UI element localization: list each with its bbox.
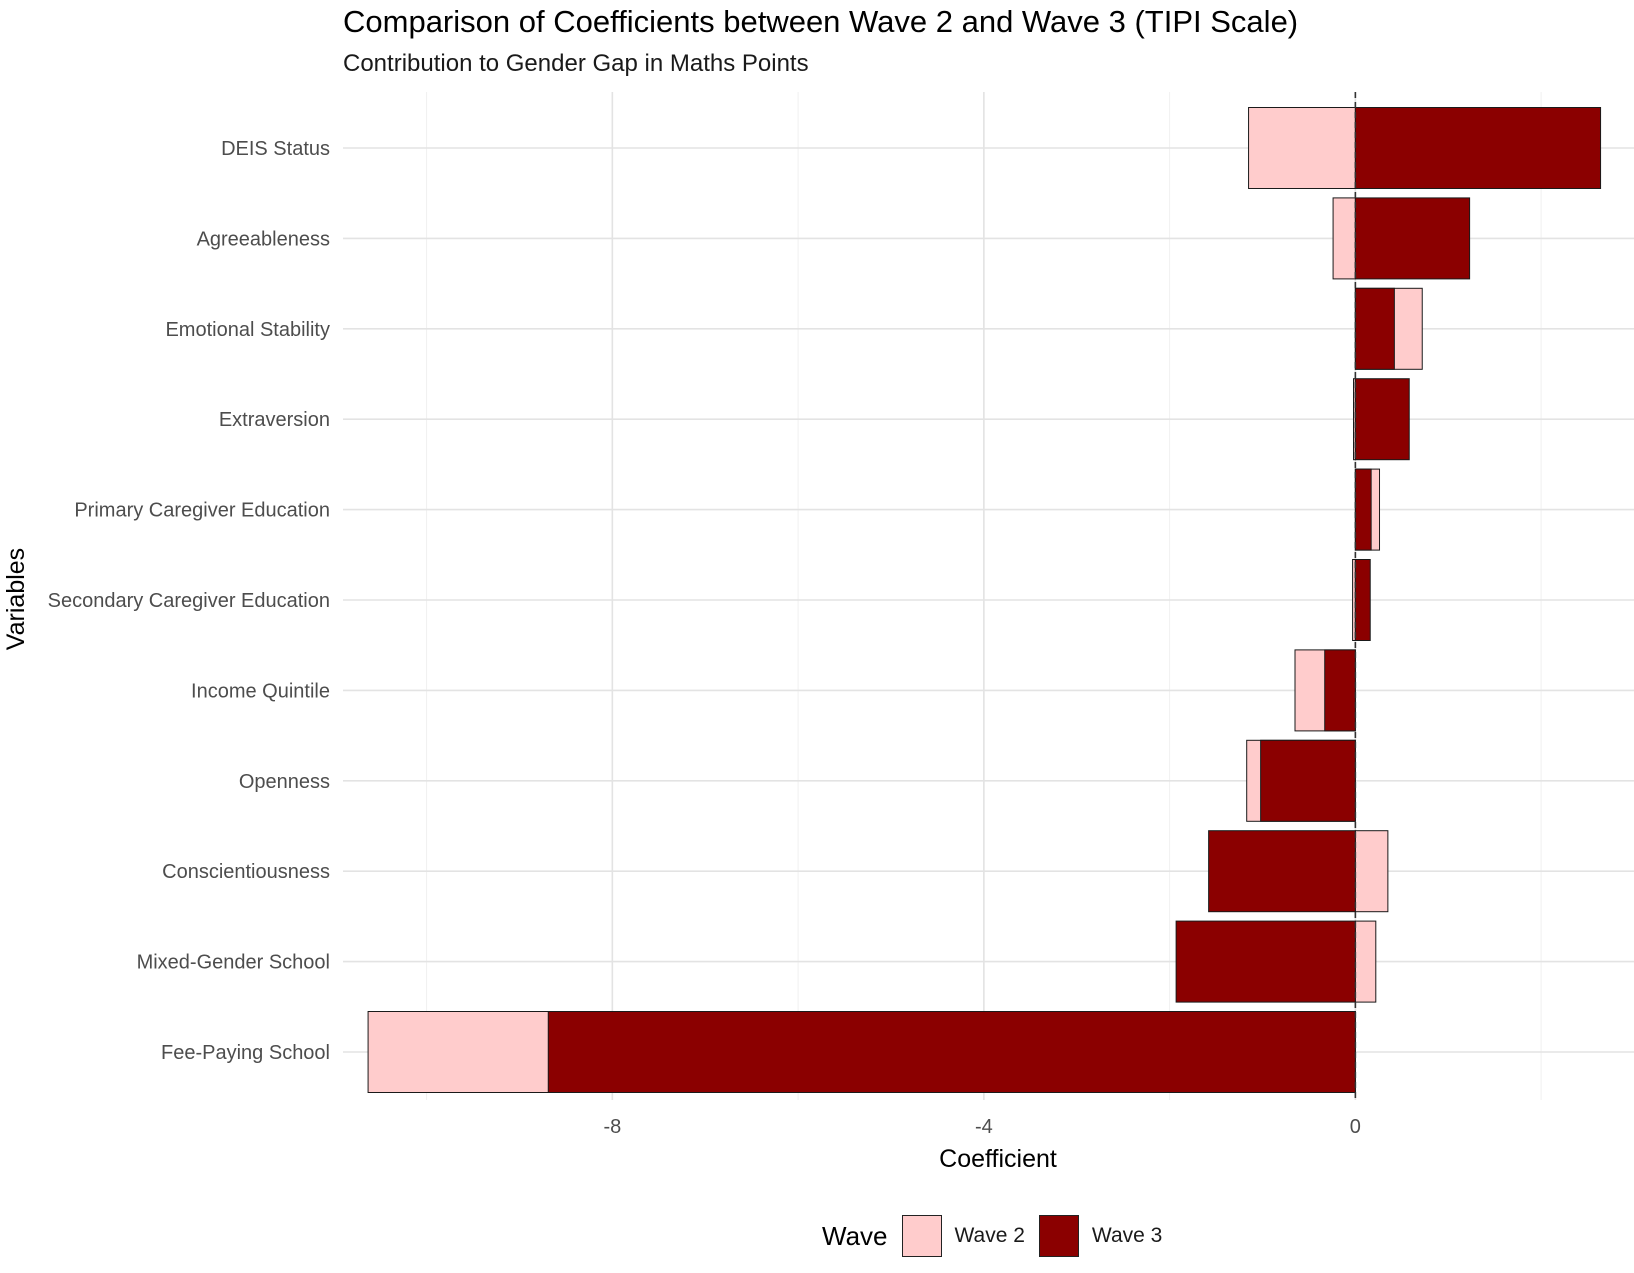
- bar-wave-3: [1354, 378, 1410, 461]
- y-tick-label: Fee-Paying School: [161, 1042, 330, 1064]
- legend-swatch-wave-3: [1038, 1215, 1079, 1257]
- legend-item-wave-2: Wave 2: [901, 1215, 1025, 1257]
- x-tick-label: -4: [975, 1116, 993, 1138]
- y-axis-title: Variables: [2, 548, 30, 650]
- bar-wave-3: [1354, 107, 1602, 189]
- x-tick-label: -8: [603, 1116, 621, 1138]
- chart-title: Comparison of Coefficients between Wave …: [343, 4, 1299, 39]
- y-tick-label: Income Quintile: [191, 680, 330, 702]
- bar-wave-3: [1354, 287, 1395, 370]
- bar-wave-2: [1332, 197, 1356, 280]
- y-tick-label: Openness: [239, 771, 330, 793]
- bar-wave-2: [1354, 920, 1377, 1003]
- chart-subtitle: Contribution to Gender Gap in Maths Poin…: [343, 50, 809, 77]
- bar-wave-3: [1354, 468, 1372, 551]
- bar-wave-3: [1354, 197, 1471, 280]
- y-tick-label: Extraversion: [219, 409, 330, 431]
- bar-wave-3: [1208, 830, 1356, 913]
- bar-wave-3: [1324, 649, 1356, 732]
- y-tick-label: Secondary Caregiver Education: [48, 590, 330, 612]
- bar-wave-3: [547, 1011, 1356, 1093]
- series-wave-3: [547, 107, 1602, 1093]
- y-tick-label: Agreeableness: [197, 228, 330, 250]
- y-tick-label: DEIS Status: [221, 138, 330, 160]
- y-axis-tick-labels: DEIS Status Agreeableness Emotional Stabil…: [48, 138, 330, 1064]
- x-axis-tick-labels: -8 -4 0: [603, 1116, 1360, 1138]
- legend-title: Wave: [822, 1220, 888, 1251]
- legend-item-wave-3: Wave 3: [1038, 1215, 1163, 1257]
- legend: Wave Wave 2 Wave 3: [822, 1213, 1176, 1259]
- legend-label-wave-2: Wave 2: [954, 1224, 1025, 1247]
- bar-wave-3: [1260, 739, 1356, 822]
- bar-wave-3: [1354, 559, 1371, 641]
- x-axis-title: Coefficient: [939, 1145, 1057, 1173]
- y-tick-label: Conscientiousness: [162, 861, 330, 883]
- legend-swatch-wave-2: [901, 1215, 942, 1257]
- bar-wave-3: [1175, 920, 1356, 1003]
- legend-label-wave-3: Wave 3: [1091, 1224, 1163, 1247]
- y-tick-label: Mixed-Gender School: [137, 952, 330, 974]
- x-tick-label: 0: [1350, 1116, 1361, 1138]
- y-tick-label: Primary Caregiver Education: [74, 500, 330, 522]
- bar-wave-2: [1248, 107, 1356, 189]
- bar-wave-2: [1354, 830, 1389, 913]
- y-tick-label: Emotional Stability: [165, 319, 330, 341]
